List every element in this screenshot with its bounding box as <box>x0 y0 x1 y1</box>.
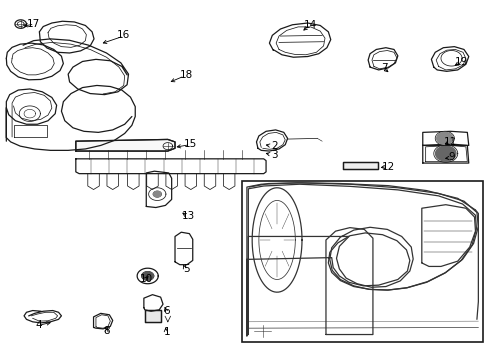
Text: 15: 15 <box>184 139 197 149</box>
Text: 11: 11 <box>443 137 456 147</box>
Text: 7: 7 <box>380 63 387 73</box>
Polygon shape <box>435 146 455 161</box>
Text: 8: 8 <box>103 327 110 336</box>
Polygon shape <box>144 310 160 322</box>
Text: 10: 10 <box>140 274 153 284</box>
Polygon shape <box>76 139 175 151</box>
Polygon shape <box>153 192 161 197</box>
Text: 6: 6 <box>163 306 170 315</box>
Polygon shape <box>142 272 153 280</box>
Text: 16: 16 <box>117 30 130 40</box>
Text: 18: 18 <box>179 70 192 80</box>
Text: 14: 14 <box>304 20 317 30</box>
Text: 9: 9 <box>447 152 454 162</box>
Text: 12: 12 <box>381 162 394 172</box>
Polygon shape <box>436 132 452 144</box>
Text: 13: 13 <box>181 211 194 221</box>
Text: 17: 17 <box>27 19 40 29</box>
Text: 2: 2 <box>271 141 278 151</box>
Text: 1: 1 <box>163 327 170 337</box>
Bar <box>242 181 482 342</box>
Text: 19: 19 <box>453 57 467 67</box>
Polygon shape <box>342 162 377 170</box>
Text: 5: 5 <box>183 264 189 274</box>
Text: 4: 4 <box>35 320 41 330</box>
Text: 3: 3 <box>271 150 278 159</box>
